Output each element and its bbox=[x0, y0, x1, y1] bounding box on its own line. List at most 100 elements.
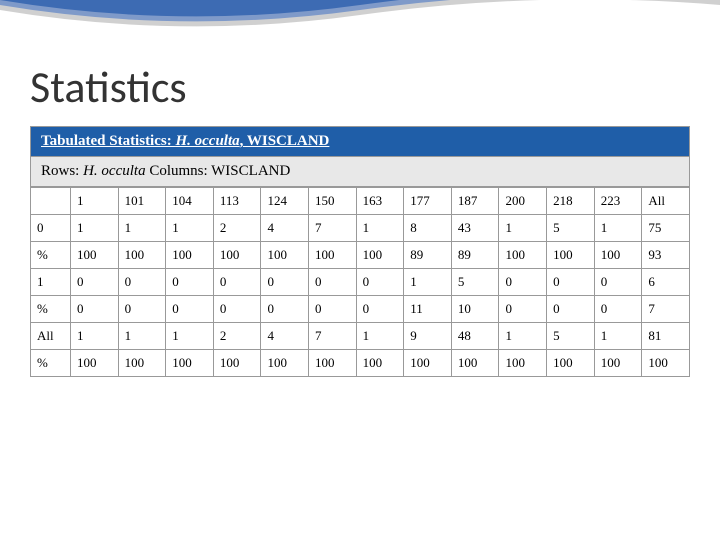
row-label: % bbox=[31, 350, 71, 377]
statistics-table: 1 101 104 113 124 150 163 177 187 200 21… bbox=[30, 187, 690, 377]
table-cell: 0 bbox=[309, 296, 357, 323]
table-cell: 100 bbox=[166, 350, 214, 377]
table-cell: 81 bbox=[642, 323, 690, 350]
table-cell: 0 bbox=[547, 269, 595, 296]
table-cell: 0 bbox=[499, 269, 547, 296]
subheader-rows-label: Rows: bbox=[41, 163, 83, 179]
row-label: 0 bbox=[31, 215, 71, 242]
table-cell: 0 bbox=[309, 269, 357, 296]
table-cell: 1 bbox=[594, 323, 642, 350]
col-header: 218 bbox=[547, 188, 595, 215]
table-cell: 100 bbox=[642, 350, 690, 377]
table-cell: 2 bbox=[213, 323, 261, 350]
row-label: 1 bbox=[31, 269, 71, 296]
table-cell: 100 bbox=[499, 350, 547, 377]
table-cell: 1 bbox=[118, 215, 166, 242]
table-cell: 1 bbox=[404, 269, 452, 296]
table-cell: 48 bbox=[451, 323, 499, 350]
table-cell: 75 bbox=[642, 215, 690, 242]
table-row: %100100100100100100100898910010010093 bbox=[31, 242, 690, 269]
table-cell: 0 bbox=[166, 296, 214, 323]
table-cell: 100 bbox=[404, 350, 452, 377]
page-title: Statistics bbox=[30, 60, 690, 114]
table-cell: 100 bbox=[261, 350, 309, 377]
table-cell: 1 bbox=[71, 215, 119, 242]
header-species: H. occulta bbox=[175, 133, 239, 149]
table-cell: 0 bbox=[166, 269, 214, 296]
col-header: 113 bbox=[213, 188, 261, 215]
table-cell: 100 bbox=[356, 242, 404, 269]
table-row: 10000000150006 bbox=[31, 269, 690, 296]
table-row: %000000011100007 bbox=[31, 296, 690, 323]
col-header bbox=[31, 188, 71, 215]
subheader-cols-label: Columns: WISCLAND bbox=[146, 163, 291, 179]
table-cell: 0 bbox=[547, 296, 595, 323]
table-cell: 100 bbox=[309, 242, 357, 269]
table-cell: 100 bbox=[118, 242, 166, 269]
table-cell: 89 bbox=[451, 242, 499, 269]
col-header: 101 bbox=[118, 188, 166, 215]
subheader-species: H. occulta bbox=[83, 163, 145, 179]
col-header: 150 bbox=[309, 188, 357, 215]
table-cell: 6 bbox=[642, 269, 690, 296]
top-swoosh-decoration bbox=[0, 0, 720, 50]
table-row: 0111247184315175 bbox=[31, 215, 690, 242]
row-label: % bbox=[31, 242, 71, 269]
table-cell: 10 bbox=[451, 296, 499, 323]
table-cell: 100 bbox=[594, 242, 642, 269]
table-cell: 100 bbox=[356, 350, 404, 377]
table-title-bar: Tabulated Statistics: H. occulta, WISCLA… bbox=[30, 126, 690, 157]
table-cell: 100 bbox=[213, 242, 261, 269]
table-cell: 7 bbox=[642, 296, 690, 323]
table-cell: 1 bbox=[356, 323, 404, 350]
table-cell: 1 bbox=[356, 215, 404, 242]
row-label: All bbox=[31, 323, 71, 350]
col-header: 223 bbox=[594, 188, 642, 215]
header-prefix: Tabulated Statistics: bbox=[41, 133, 175, 149]
table-cell: 1 bbox=[166, 323, 214, 350]
table-cell: 93 bbox=[642, 242, 690, 269]
table-cell: 0 bbox=[261, 269, 309, 296]
table-row: All111247194815181 bbox=[31, 323, 690, 350]
table-cell: 4 bbox=[261, 215, 309, 242]
table-cell: 5 bbox=[547, 215, 595, 242]
table-cell: 100 bbox=[71, 350, 119, 377]
table-cell: 5 bbox=[451, 269, 499, 296]
table-cell: 9 bbox=[404, 323, 452, 350]
table-cell: 1 bbox=[594, 215, 642, 242]
table-cell: 0 bbox=[261, 296, 309, 323]
col-header: 177 bbox=[404, 188, 452, 215]
table-cell: 4 bbox=[261, 323, 309, 350]
table-cell: 1 bbox=[499, 323, 547, 350]
col-header: 163 bbox=[356, 188, 404, 215]
header-suffix: , WISCLAND bbox=[240, 133, 330, 149]
table-cell: 100 bbox=[547, 242, 595, 269]
table-cell: 0 bbox=[594, 296, 642, 323]
table-cell: 0 bbox=[499, 296, 547, 323]
col-header: 104 bbox=[166, 188, 214, 215]
table-cell: 1 bbox=[499, 215, 547, 242]
table-cell: 2 bbox=[213, 215, 261, 242]
table-cell: 100 bbox=[71, 242, 119, 269]
table-cell: 43 bbox=[451, 215, 499, 242]
table-cell: 100 bbox=[261, 242, 309, 269]
table-cell: 0 bbox=[594, 269, 642, 296]
table-cell: 7 bbox=[309, 323, 357, 350]
row-label: % bbox=[31, 296, 71, 323]
col-header: All bbox=[642, 188, 690, 215]
table-cell: 0 bbox=[118, 269, 166, 296]
table-cell: 7 bbox=[309, 215, 357, 242]
col-header: 124 bbox=[261, 188, 309, 215]
table-row: %100100100100100100100100100100100100100 bbox=[31, 350, 690, 377]
table-cell: 5 bbox=[547, 323, 595, 350]
table-cell: 89 bbox=[404, 242, 452, 269]
table-cell: 11 bbox=[404, 296, 452, 323]
table-cell: 100 bbox=[499, 242, 547, 269]
table-cell: 100 bbox=[166, 242, 214, 269]
col-header: 187 bbox=[451, 188, 499, 215]
table-cell: 100 bbox=[594, 350, 642, 377]
table-header-row: 1 101 104 113 124 150 163 177 187 200 21… bbox=[31, 188, 690, 215]
table-cell: 100 bbox=[213, 350, 261, 377]
table-cell: 100 bbox=[547, 350, 595, 377]
table-cell: 1 bbox=[166, 215, 214, 242]
